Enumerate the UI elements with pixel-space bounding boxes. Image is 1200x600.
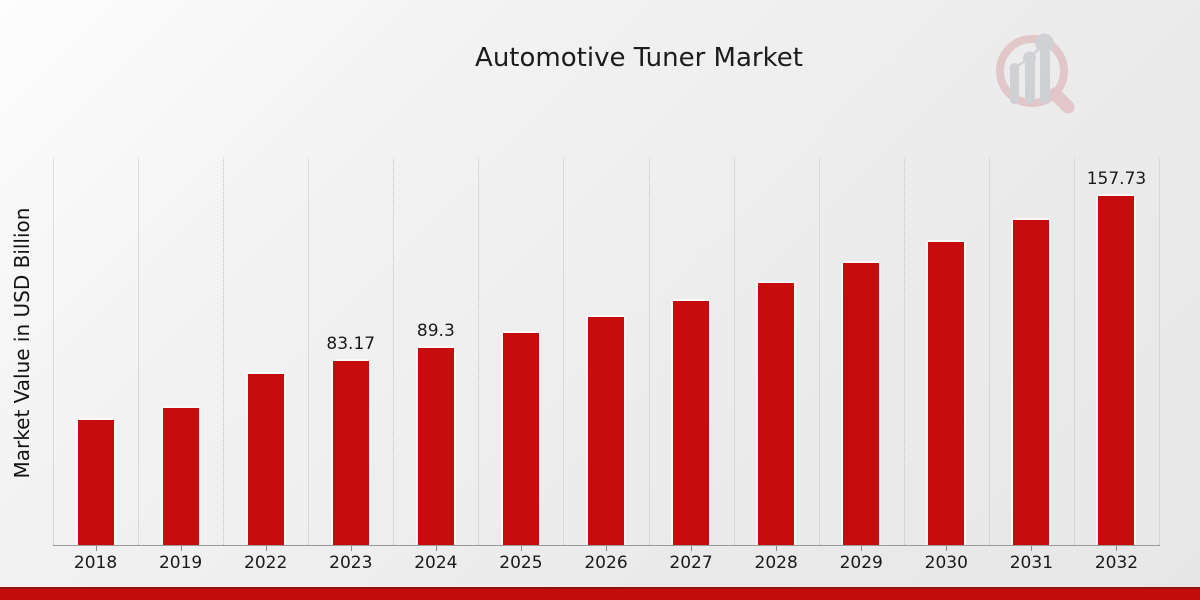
- x-axis-tick: [606, 545, 607, 551]
- logo-bar-1: [1010, 66, 1019, 104]
- gridline: [1159, 158, 1160, 545]
- plot-area: 2018 2019 2022 2023 83.17 2024 89.3 2025 2026 202…: [53, 158, 1160, 573]
- logo-bar-3: [1040, 49, 1050, 104]
- x-tick-label-2032: 2032: [1094, 553, 1139, 573]
- x-axis-line: [53, 545, 1160, 546]
- x-axis-tick: [520, 545, 522, 551]
- chart-title: Automotive Tuner Market: [475, 43, 803, 73]
- gridline: [223, 158, 225, 545]
- value-label-2023: 83.17: [326, 334, 376, 355]
- x-axis-tick: [1031, 545, 1033, 551]
- gridline: [988, 158, 990, 545]
- x-axis-tick: [861, 545, 863, 551]
- value-label-2024: 89.3: [416, 320, 455, 341]
- x-tick-label-2024: 2024: [414, 553, 458, 573]
- gridline: [818, 158, 820, 545]
- value-label-2032: 157.73: [1086, 169, 1147, 190]
- gridline: [563, 158, 565, 545]
- x-tick-label-2029: 2029: [839, 553, 883, 573]
- x-tick-label-2028: 2028: [754, 553, 798, 573]
- bar-2028: [758, 282, 795, 545]
- gridline: [648, 158, 650, 545]
- x-tick-label-2026: 2026: [584, 553, 628, 573]
- x-axis-tick: [95, 545, 97, 551]
- bar-2018: [77, 419, 114, 545]
- x-axis-tick: [350, 545, 352, 551]
- bar-2019: [162, 407, 199, 545]
- x-axis-tick: [180, 545, 182, 551]
- logo-dot-2: [1023, 51, 1036, 65]
- bar-2022: [247, 373, 284, 545]
- x-tick-label-2025: 2025: [499, 553, 543, 573]
- bar-2030: [928, 242, 965, 545]
- bar-2023: [332, 361, 369, 545]
- bar-2027: [673, 300, 710, 545]
- x-tick-label-2031: 2031: [1009, 553, 1054, 573]
- x-tick-label-2023: 2023: [329, 553, 373, 573]
- x-tick-label-2027: 2027: [669, 553, 713, 573]
- gridline: [733, 158, 735, 545]
- x-tick-label-2019: 2019: [158, 553, 203, 573]
- gridline: [53, 158, 54, 545]
- brand-logo-watermark-icon: [996, 33, 1075, 114]
- x-axis-tick: [946, 545, 948, 551]
- gridline: [393, 158, 395, 545]
- bar-2026: [588, 317, 624, 545]
- x-axis-tick: [435, 545, 437, 551]
- x-tick-label-2030: 2030: [924, 553, 968, 573]
- x-axis-tick: [691, 545, 693, 551]
- x-tick-label-2018: 2018: [73, 553, 118, 573]
- bar-2024: [417, 347, 454, 545]
- bar-2029: [843, 263, 880, 545]
- logo-bar-2: [1025, 56, 1035, 104]
- footer-accent-bar: [0, 587, 1200, 600]
- bar-2031: [1013, 220, 1050, 545]
- bar-2032: [1098, 196, 1135, 545]
- gridline: [903, 158, 905, 545]
- gridline: [478, 158, 480, 545]
- y-axis-title: Market Value in USD Billion: [10, 207, 34, 479]
- gridline: [1073, 158, 1075, 545]
- x-tick-label-2022: 2022: [244, 553, 288, 573]
- magnifier-handle: [1048, 87, 1075, 114]
- x-axis-tick: [776, 545, 778, 551]
- logo-dot-3: [1035, 33, 1054, 53]
- x-axis-tick: [265, 545, 267, 551]
- bar-2025: [502, 332, 539, 545]
- x-axis-tick: [1116, 545, 1118, 551]
- gridline: [308, 158, 310, 545]
- logo-dot-1: [1009, 63, 1020, 73]
- gridline: [138, 158, 140, 545]
